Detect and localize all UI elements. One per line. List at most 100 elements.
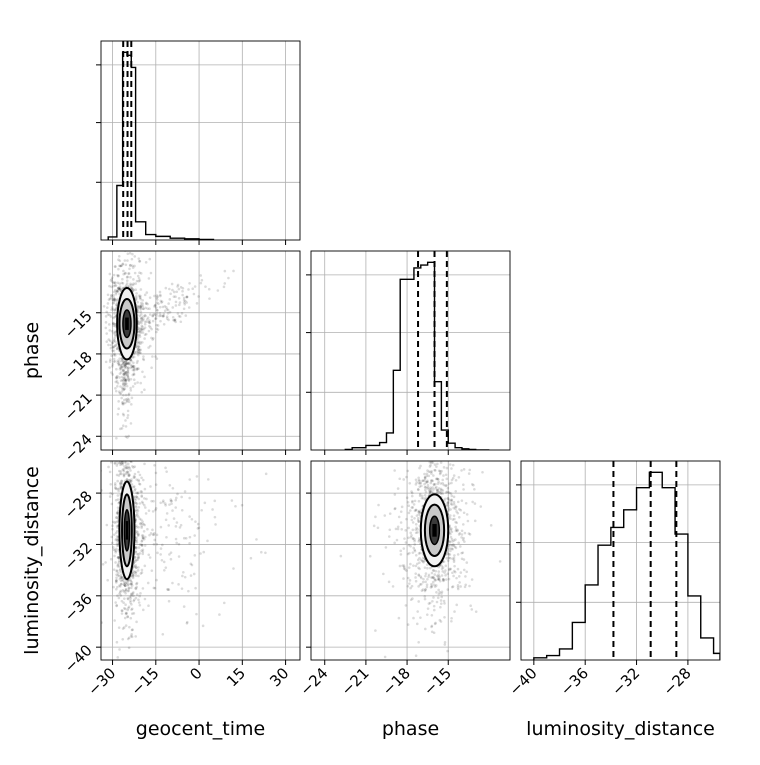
sample-point: [437, 575, 440, 578]
sample-point: [405, 569, 408, 572]
sample-point: [114, 561, 117, 564]
sample-point: [443, 643, 447, 646]
sample-point: [453, 564, 456, 568]
panel-geocent_time-hist: [96, 40, 301, 245]
sample-point: [117, 501, 121, 505]
sample-point: [120, 578, 124, 582]
sample-point: [424, 572, 428, 575]
sample-point: [141, 318, 145, 322]
sample-point: [155, 323, 158, 327]
density-geocent_time-phase: [101, 251, 235, 440]
sample-point: [126, 376, 130, 379]
sample-point: [142, 315, 145, 318]
sample-point: [124, 371, 128, 374]
sample-point: [174, 320, 177, 324]
sample-point: [134, 564, 138, 567]
sample-point: [440, 488, 443, 492]
sample-point: [451, 540, 454, 543]
sample-point: [433, 585, 437, 588]
sample-point: [168, 298, 172, 301]
sample-point: [453, 570, 457, 574]
sample-point: [165, 535, 168, 539]
sample-point: [448, 540, 452, 544]
sample-point: [130, 461, 133, 464]
sample-point: [129, 283, 133, 287]
sample-point: [134, 514, 138, 517]
sample-point: [403, 537, 406, 540]
sample-point: [455, 521, 459, 525]
sample-point: [189, 562, 193, 566]
sample-point: [454, 505, 458, 508]
sample-point: [120, 599, 124, 603]
sample-point: [421, 556, 425, 560]
sample-point: [115, 573, 118, 576]
sample-point: [124, 378, 128, 382]
sample-point: [425, 613, 429, 616]
sample-point: [398, 564, 402, 568]
sample-point: [150, 336, 153, 340]
sample-point: [119, 287, 123, 291]
sample-point: [419, 481, 423, 485]
sample-point: [452, 539, 456, 542]
sample-point: [115, 473, 119, 477]
sample-point: [417, 585, 420, 588]
sample-point: [136, 359, 139, 363]
sample-point: [433, 463, 437, 466]
sample-point: [175, 541, 178, 545]
sample-point: [160, 300, 164, 303]
sample-point: [418, 583, 422, 586]
sample-point: [111, 280, 114, 284]
sample-point: [129, 582, 132, 586]
sample-point: [117, 626, 121, 629]
sample-point: [417, 537, 421, 540]
sample-point: [472, 483, 475, 487]
sample-point: [126, 397, 130, 401]
sample-point: [429, 586, 433, 589]
sample-point: [179, 523, 183, 527]
sample-point: [119, 482, 122, 486]
sample-point: [121, 382, 125, 386]
sample-point: [150, 327, 153, 331]
sample-point: [126, 471, 130, 474]
sample-point: [129, 597, 132, 600]
sample-point: [131, 365, 135, 369]
sample-point: [144, 535, 147, 539]
sample-point: [125, 470, 128, 474]
sample-point: [132, 355, 136, 359]
sample-point: [461, 551, 465, 554]
sample-point: [139, 297, 142, 301]
sample-point: [393, 469, 396, 472]
sample-point: [139, 305, 142, 309]
sample-point: [151, 355, 154, 358]
sample-point: [161, 314, 165, 318]
sample-point: [426, 566, 429, 570]
sample-point: [120, 390, 124, 393]
sample-point: [128, 466, 132, 470]
sample-point: [404, 541, 408, 544]
sample-point: [114, 389, 118, 393]
sample-point: [429, 487, 433, 491]
sample-point: [393, 507, 397, 511]
sample-point: [159, 501, 162, 505]
sample-point: [132, 476, 136, 480]
sample-point: [138, 603, 142, 607]
sample-point: [117, 362, 120, 366]
sample-point: [113, 333, 117, 336]
sample-point: [119, 568, 122, 571]
sample-point: [111, 365, 114, 368]
sample-point: [113, 265, 117, 268]
sample-point: [431, 580, 435, 584]
sample-point: [412, 616, 415, 620]
sample-point: [203, 501, 207, 505]
sample-point: [470, 483, 474, 486]
sample-point: [166, 312, 170, 315]
sample-point: [443, 571, 446, 574]
sample-point: [118, 376, 121, 379]
sample-point: [108, 284, 111, 288]
sample-point: [140, 543, 143, 547]
sample-point: [182, 301, 186, 304]
sample-point: [463, 585, 467, 589]
sample-point: [140, 319, 143, 323]
sample-point: [127, 392, 131, 396]
sample-point: [454, 490, 458, 493]
